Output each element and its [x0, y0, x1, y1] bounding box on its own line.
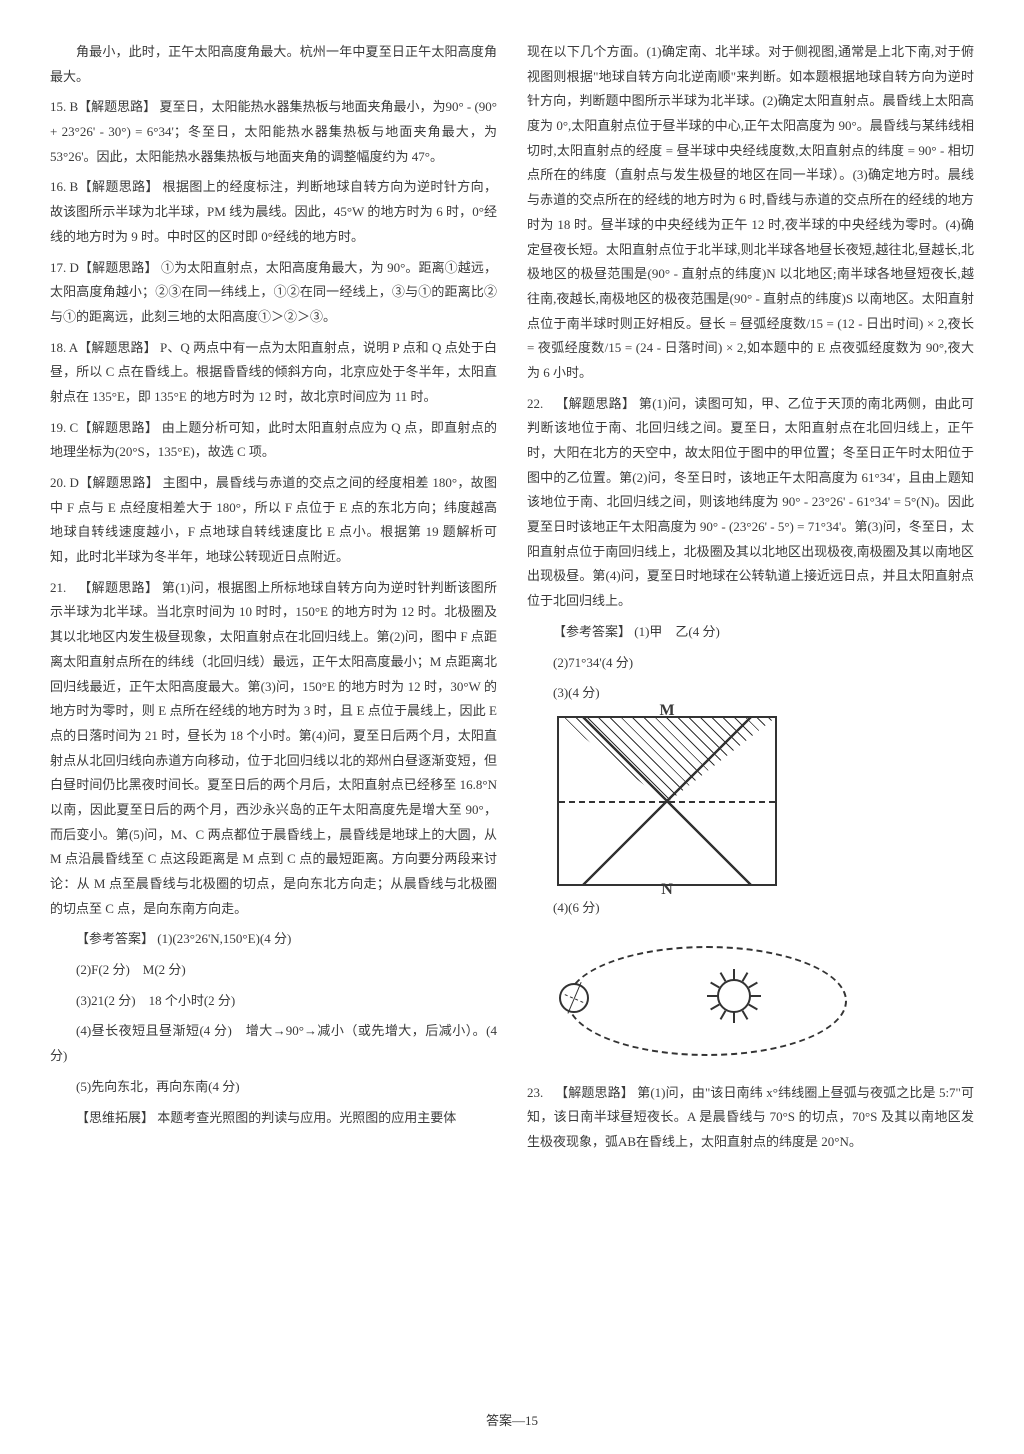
label-answer: 【参考答案】 [553, 624, 631, 639]
question-16: 16. B【解题思路】 根据图上的经度标注，判断地球自转方向为逆时针方向，故该图… [50, 175, 497, 249]
q21-answer-1: 【参考答案】 (1)(23°26'N,150°E)(4 分) [50, 927, 497, 952]
q22-answer-1: 【参考答案】 (1)甲 乙(4 分) [527, 620, 974, 645]
q21-ext-text: 本题考查光照图的判读与应用。光照图的应用主要体 [154, 1110, 456, 1125]
diagram-square-mn: M N [557, 716, 777, 886]
q22-a1-text: (1)甲 乙(4 分) [631, 624, 720, 639]
label-solution: 【解题思路】 [78, 580, 158, 595]
label-extension: 【思维拓展】 [76, 1110, 154, 1125]
q21-answer-3: (3)21(2 分) 18 个小时(2 分) [50, 989, 497, 1014]
left-column: 角最小，此时，正午太阳高度角最大。杭州一年中夏至日正午太阳高度角最大。 15. … [50, 40, 497, 1161]
label-solution: 【解题思路】 [79, 475, 159, 490]
q22-number: 22. [527, 392, 555, 417]
hatching-region [559, 718, 775, 803]
q15-number: 15. B [50, 95, 78, 120]
continuation-text-right: 现在以下几个方面。(1)确定南、北半球。对于侧视图,通常是上北下南,对于俯视图则… [527, 40, 974, 386]
horizontal-dashed-line [559, 801, 775, 803]
q22-answer-2: (2)71°34'(4 分) [527, 651, 974, 676]
diagram-2-container [527, 931, 974, 1071]
q19-number: 19. C [50, 416, 78, 441]
question-18: 18. A【解题思路】 P、Q 两点中有一点为太阳直射点，说明 P 点和 Q 点… [50, 336, 497, 410]
question-22: 22.【解题思路】 第(1)问，读图可知，甲、乙位于天顶的南北两侧，由此可判断该… [527, 392, 974, 614]
label-solution: 【解题思路】 [78, 420, 158, 435]
question-23: 23.【解题思路】 第(1)问，由"该日南纬 x°纬线圈上昼弧与夜弧之比是 5:… [527, 1081, 974, 1155]
q21-a1-text: (1)(23°26'N,150°E)(4 分) [154, 931, 291, 946]
label-n: N [661, 875, 673, 905]
label-m: M [659, 696, 674, 726]
q22-answer-4: (4)(6 分) [527, 896, 974, 921]
planet-icon [559, 983, 589, 1013]
q22-text: 第(1)问，读图可知，甲、乙位于天顶的南北两侧，由此可判断该地位于南、北回归线之… [527, 396, 974, 609]
label-answer: 【参考答案】 [76, 931, 154, 946]
q18-number: 18. A [50, 336, 78, 361]
continuation-text: 角最小，此时，正午太阳高度角最大。杭州一年中夏至日正午太阳高度角最大。 [50, 40, 497, 89]
q21-answer-4: (4)昼长夜短且昼渐短(4 分) 增大→90°→减小（或先增大，后减小）。(4 … [50, 1019, 497, 1068]
q20-number: 20. D [50, 471, 79, 496]
diagram-1-container: M N [527, 716, 974, 886]
label-solution: 【解题思路】 [79, 260, 158, 275]
q21-number: 21. [50, 576, 78, 601]
question-15: 15. B【解题思路】 夏至日，太阳能热水器集热板与地面夹角最小，为90° - … [50, 95, 497, 169]
question-17: 17. D【解题思路】 ①为太阳直射点，太阳高度角最大，为 90°。距离①越远，… [50, 256, 497, 330]
q21-answer-2: (2)F(2 分) M(2 分) [50, 958, 497, 983]
q21-extension: 【思维拓展】 本题考查光照图的判读与应用。光照图的应用主要体 [50, 1106, 497, 1131]
label-solution: 【解题思路】 [78, 340, 157, 355]
label-solution: 【解题思路】 [555, 396, 635, 411]
question-19: 19. C【解题思路】 由上题分析可知，此时太阳直射点应为 Q 点，即直射点的地… [50, 416, 497, 465]
q21-answer-5: (5)先向东北，再向东南(4 分) [50, 1075, 497, 1100]
q16-number: 16. B [50, 175, 78, 200]
q21-text: 第(1)问，根据图上所标地球自转方向为逆时针判断该图所示半球为北半球。当北京时间… [50, 580, 497, 916]
right-column: 现在以下几个方面。(1)确定南、北半球。对于侧视图,通常是上北下南,对于俯视图则… [527, 40, 974, 1161]
q17-number: 17. D [50, 256, 79, 281]
q23-number: 23. [527, 1081, 555, 1106]
label-solution: 【解题思路】 [78, 179, 159, 194]
question-21: 21.【解题思路】 第(1)问，根据图上所标地球自转方向为逆时针判断该图所示半球… [50, 576, 497, 922]
sun-icon [717, 979, 751, 1013]
label-solution: 【解题思路】 [78, 99, 156, 114]
question-20: 20. D【解题思路】 主图中，晨昏线与赤道的交点之间的经度相差 180°，故图… [50, 471, 497, 570]
page-footer: 答案—15 [486, 1409, 538, 1434]
q22-answer-3: (3)(4 分) [527, 681, 974, 706]
diagram-orbit [557, 931, 857, 1071]
label-solution: 【解题思路】 [555, 1085, 634, 1100]
